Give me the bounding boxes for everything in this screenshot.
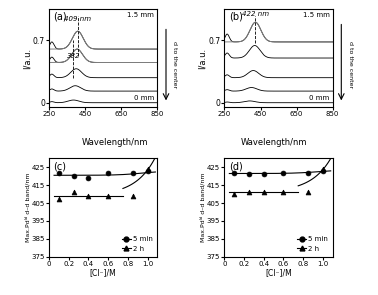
Text: 0 mm: 0 mm — [134, 95, 154, 101]
X-axis label: [Cl⁻]/M: [Cl⁻]/M — [90, 268, 117, 277]
Legend: 5 min, 2 h: 5 min, 2 h — [121, 235, 154, 253]
Text: Wavelength/nm: Wavelength/nm — [241, 138, 307, 147]
X-axis label: [Cl⁻]/M: [Cl⁻]/M — [265, 268, 292, 277]
Y-axis label: I/a.u.: I/a.u. — [22, 47, 31, 68]
Legend: 5 min, 2 h: 5 min, 2 h — [296, 235, 329, 253]
Text: (c): (c) — [53, 161, 67, 171]
Y-axis label: I/a.u.: I/a.u. — [198, 47, 207, 68]
Text: Wavelength/nm: Wavelength/nm — [82, 138, 149, 147]
Text: (b): (b) — [229, 12, 243, 22]
Text: 0 mm: 0 mm — [309, 95, 329, 101]
Text: 409 nm: 409 nm — [64, 16, 91, 22]
Text: d to the center: d to the center — [348, 41, 353, 88]
Text: 1.5 mm: 1.5 mm — [127, 12, 154, 18]
Text: (d): (d) — [229, 161, 243, 171]
Y-axis label: Max.Pdᴵᵈ d–d band/nm: Max.Pdᴵᵈ d–d band/nm — [25, 173, 30, 242]
Text: (a): (a) — [53, 12, 67, 22]
Text: 1.5 mm: 1.5 mm — [302, 12, 329, 18]
Text: 422 nm: 422 nm — [242, 11, 269, 17]
Y-axis label: Max.Pdᴵᵈ d–d band/nm: Max.Pdᴵᵈ d–d band/nm — [200, 173, 206, 242]
Text: d to the center: d to the center — [172, 41, 178, 88]
Text: 382: 382 — [67, 53, 81, 59]
